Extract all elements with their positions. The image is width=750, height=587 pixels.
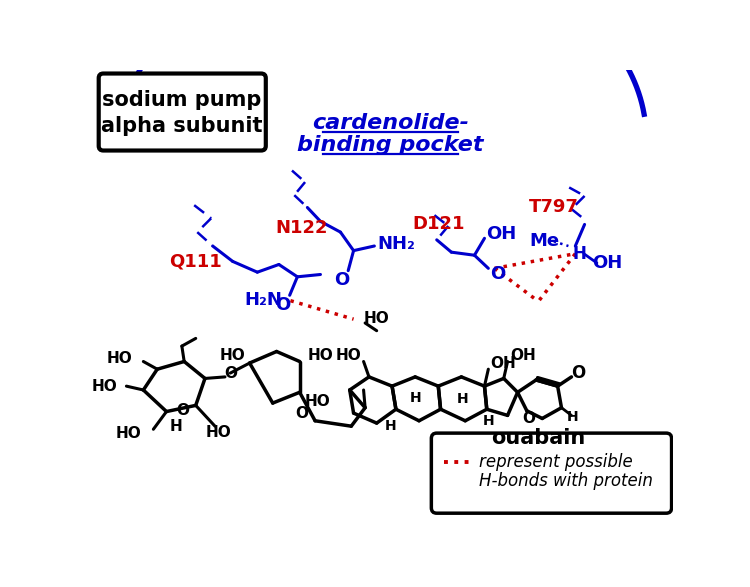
Text: H: H — [410, 391, 422, 404]
Text: H-bonds with protein: H-bonds with protein — [479, 472, 653, 490]
Text: OH: OH — [510, 348, 536, 363]
Text: HO: HO — [335, 348, 362, 363]
Text: H: H — [482, 414, 494, 428]
Text: O: O — [275, 295, 290, 313]
Text: O: O — [296, 406, 308, 421]
Text: T797: T797 — [529, 198, 579, 217]
Text: H₂N: H₂N — [244, 291, 283, 309]
Text: sodium pump: sodium pump — [102, 90, 262, 110]
Text: NH₂: NH₂ — [377, 235, 415, 252]
Text: O: O — [224, 366, 237, 380]
Text: O: O — [523, 411, 536, 426]
Text: H: H — [456, 392, 468, 406]
Text: H: H — [170, 419, 183, 434]
FancyBboxPatch shape — [99, 73, 266, 150]
Text: HO: HO — [220, 348, 246, 363]
Text: O: O — [572, 364, 586, 382]
Text: O: O — [490, 265, 506, 284]
Text: HO: HO — [364, 311, 389, 326]
Text: HO: HO — [92, 379, 117, 394]
Text: OH: OH — [592, 254, 622, 272]
Text: H: H — [567, 410, 579, 424]
Text: Q111: Q111 — [170, 252, 222, 271]
Text: HO: HO — [106, 351, 133, 366]
Text: cardenolide-: cardenolide- — [312, 113, 469, 133]
Text: H: H — [572, 245, 586, 263]
Text: O: O — [334, 271, 350, 289]
FancyBboxPatch shape — [431, 433, 671, 513]
Text: represent possible: represent possible — [479, 453, 633, 471]
Text: HO: HO — [308, 348, 333, 363]
Text: H: H — [385, 419, 396, 433]
Text: O: O — [176, 403, 189, 419]
Text: binding pocket: binding pocket — [297, 135, 484, 155]
Text: HO: HO — [305, 394, 331, 409]
Text: ouabain: ouabain — [491, 429, 586, 448]
Text: D121: D121 — [412, 215, 464, 234]
Text: HO: HO — [116, 426, 142, 441]
Text: alpha subunit: alpha subunit — [101, 116, 262, 136]
Text: Me: Me — [530, 232, 560, 251]
Text: OH: OH — [486, 225, 517, 244]
Text: HO: HO — [206, 425, 232, 440]
Text: N122: N122 — [276, 220, 328, 237]
Text: OH: OH — [490, 356, 515, 370]
